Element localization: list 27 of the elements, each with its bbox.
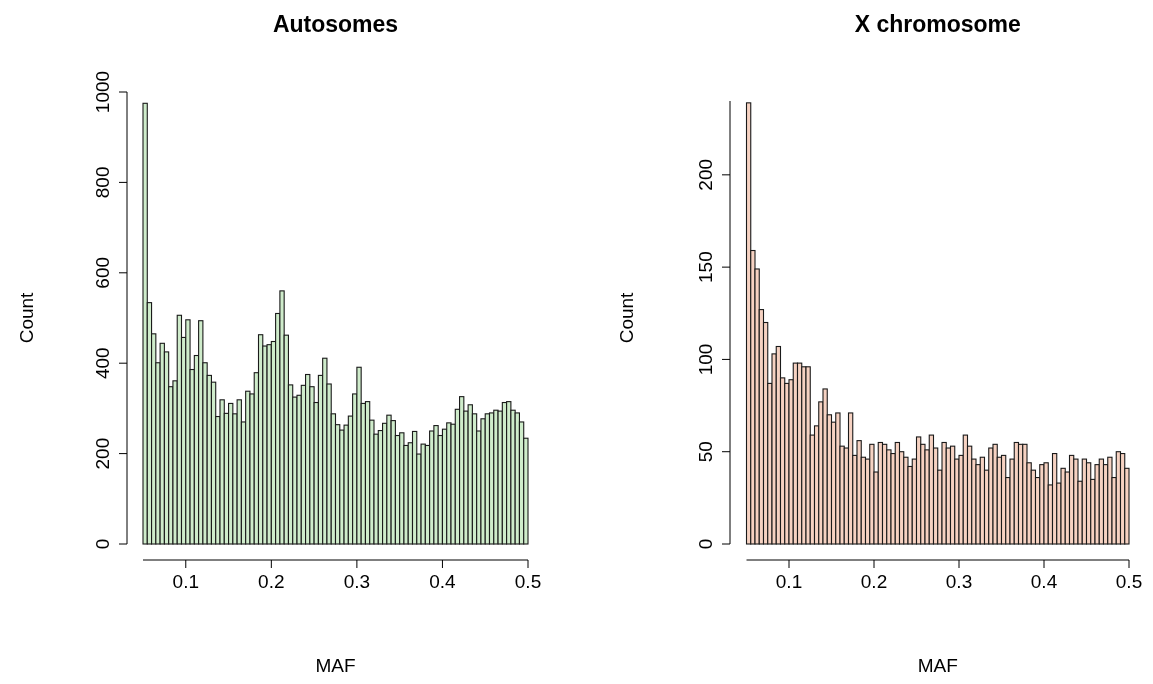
y-tick-label: 1000 [92,70,113,114]
x-tick-label: 0.4 [429,571,457,592]
chart-title: Autosomes [272,11,399,37]
x-tick-label: 0.1 [172,571,199,592]
x-tick-label: 0.1 [775,571,803,592]
x-tick-label: 0.5 [1115,571,1143,592]
y-tick-label: 150 [695,251,716,283]
y-axis-title: Count [16,291,37,344]
y-tick-label: 400 [92,347,113,380]
x-tick-label: 0.3 [343,571,371,592]
y-tick-label: 0 [92,538,113,550]
y-tick-label: 50 [695,441,716,463]
x-tick-label: 0.4 [1030,571,1058,592]
x-axis-title: MAF [917,655,958,676]
y-tick-label: 800 [92,166,113,199]
chart-title: X chromosome [854,11,1021,37]
y-tick-label: 200 [92,437,113,470]
y-tick-label: 0 [695,538,716,550]
x-tick-label: 0.5 [514,571,542,592]
y-tick-label: 200 [695,158,716,191]
x-tick-label: 0.2 [860,571,888,592]
y-axis-title: Count [616,291,637,344]
y-tick-label: 600 [92,256,113,289]
y-tick-label: 100 [695,343,716,376]
x-axis-title: MAF [315,655,356,676]
x-tick-label: 0.3 [945,571,973,592]
x-tick-label: 0.2 [258,571,285,592]
